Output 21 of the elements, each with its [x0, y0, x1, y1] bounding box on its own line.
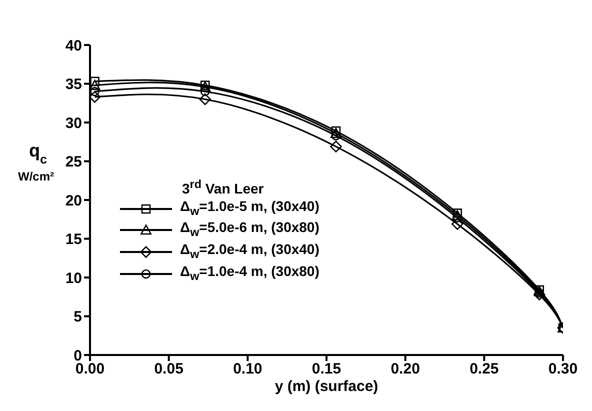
x-tick-label: 0.25	[470, 360, 499, 378]
y-tick-label: 30	[65, 114, 82, 132]
y-tick-label: 35	[65, 76, 82, 94]
y-tick-label: 15	[65, 231, 82, 248]
x-tick-label: 0.05	[154, 360, 184, 378]
y-axis-title: q$_{c}$ W/cm²	[18, 140, 54, 184]
x-tick-label: 0.30	[548, 360, 578, 378]
x-axis-title: y (m) (surface)	[274, 378, 378, 395]
legend-title: 3$^{rd}$ Van Leer	[181, 177, 265, 198]
legend-label: Δ$_{w}$=1.0e-4 m, (30x80)	[180, 263, 320, 285]
x-tick-label: 0.15	[312, 360, 342, 378]
x-tick-label: 0.20	[390, 360, 420, 378]
legend-label: Δ$_{w}$=1.0e-5 m, (30x40)	[180, 198, 320, 220]
x-tick-label: 0.10	[233, 360, 262, 378]
legend-label: Δ$_{w}$=5.0e-6 m, (30x80)	[180, 219, 320, 242]
y-tick-label: 20	[65, 192, 82, 210]
y-tick-label: 5	[74, 308, 82, 326]
y-tick-label: 40	[65, 37, 82, 54]
legend-label: Δ$_{w}$=2.0e-4 m, (30x40)	[180, 241, 320, 264]
y-tick-label: 10	[65, 270, 82, 287]
y-tick-label: 25	[65, 154, 82, 171]
